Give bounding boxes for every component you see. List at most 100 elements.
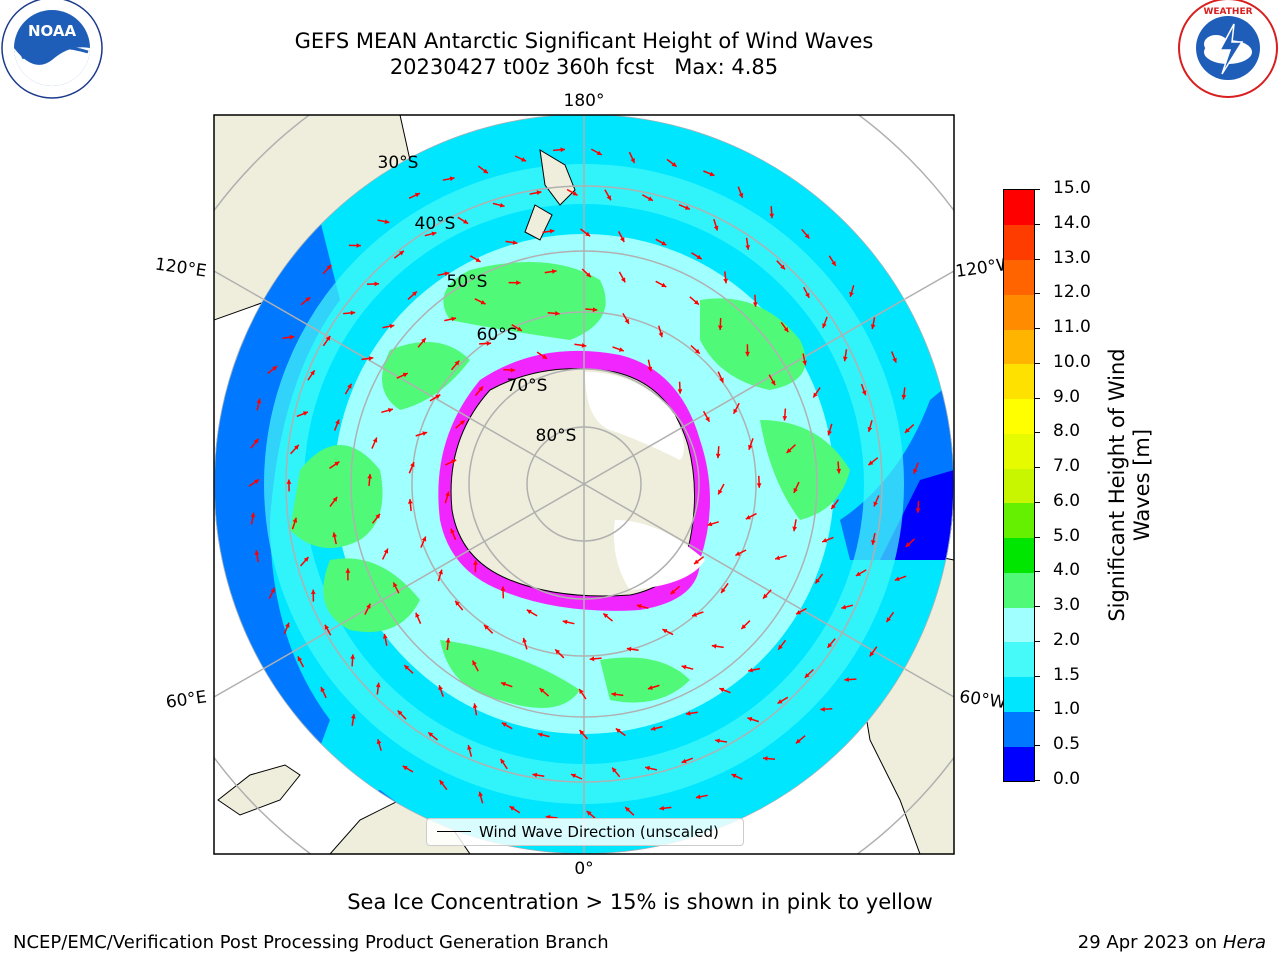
wave-direction-arrow-head	[397, 710, 403, 716]
wave-direction-arrow-head	[783, 327, 789, 332]
wave-direction-arrow-head	[611, 692, 616, 697]
wave-direction-arrow-head	[793, 487, 798, 493]
colorbar	[1003, 189, 1035, 782]
wave-direction-arrow-head	[796, 610, 801, 615]
madagascar-land	[217, 764, 301, 816]
wave-direction-arrow-head	[463, 219, 469, 224]
colorbar-tick-label: 14.0	[1053, 212, 1091, 233]
wave-direction-arrow-head	[272, 366, 278, 371]
wave-direction-arrow-head	[421, 536, 427, 542]
wave-direction-arrow-head	[586, 272, 591, 278]
wave-direction-arrow-head	[618, 347, 624, 352]
wave-direction-arrow-head	[539, 688, 545, 693]
wave-direction-arrow-head	[579, 730, 585, 735]
wave-direction-arrow-head	[376, 739, 382, 745]
colorbar-segment	[1004, 607, 1034, 643]
wave-direction-arrow-head	[624, 318, 629, 324]
legend-label: Wind Wave Direction (unscaled)	[479, 823, 719, 841]
wave-direction-arrow-head	[297, 656, 303, 662]
wave-direction-arrow-head	[696, 254, 702, 260]
colorbar-tick-label: 0.0	[1053, 769, 1081, 789]
colorbar-segment	[1004, 572, 1034, 608]
wave-direction-arrow-head	[770, 380, 776, 386]
wave-direction-arrow-head	[763, 756, 768, 761]
colorbar-tick-label: 11.0	[1053, 317, 1091, 338]
wave-direction-arrow-head	[332, 532, 337, 538]
wave-direction-arrow-head	[692, 612, 697, 617]
wave-direction-arrow-head	[305, 297, 311, 302]
wave-direction-arrow-head	[870, 324, 876, 330]
wave-direction-arrow-head	[786, 448, 792, 453]
wave-direction-arrow-head	[414, 192, 420, 198]
wave-direction-arrow-head	[472, 660, 477, 666]
wave-direction-arrow-head	[384, 219, 390, 224]
wave-direction-arrow-head	[589, 656, 595, 662]
wave-direction-arrow-head	[694, 300, 699, 305]
wave-direction-arrow-head	[383, 548, 389, 554]
colorbar-segment	[1004, 224, 1034, 260]
wave-direction-arrow-head	[509, 806, 515, 811]
colorbar-tick-mark	[1034, 780, 1040, 781]
wave-direction-arrow-head	[661, 282, 667, 287]
wave-direction-arrow-head	[841, 604, 847, 610]
wave-direction-arrow-head	[612, 767, 617, 773]
colorbar-tick-label: 2.0	[1053, 629, 1081, 650]
wave-direction-arrow-head	[345, 568, 351, 573]
wave-direction-arrow-head	[438, 685, 443, 691]
wave-direction-arrow-head	[748, 667, 753, 673]
wave-direction-arrow-head	[645, 765, 650, 771]
wave-direction-arrow-head	[459, 420, 465, 425]
wave-direction-arrow-head	[351, 714, 356, 719]
wave-direction-arrow-head	[389, 323, 395, 329]
wave-direction-arrow-head	[647, 196, 653, 201]
wave-direction-arrow-head	[606, 195, 611, 201]
wave-direction-arrow-head	[480, 300, 486, 305]
wave-direction-arrow-head	[855, 571, 861, 576]
wave-direction-arrow-head	[499, 202, 505, 208]
wave-direction-arrow-head	[630, 158, 635, 163]
wave-direction-arrow-head	[625, 807, 630, 812]
wave-direction-arrow-head	[431, 231, 437, 237]
wave-direction-arrow-head	[842, 356, 848, 362]
wave-direction-arrow-head	[347, 383, 352, 389]
wave-direction-arrow-head	[756, 483, 762, 488]
sea-ice-caption: Sea Ice Concentration > 15% is shown in …	[347, 890, 933, 914]
wave-direction-arrow-head	[445, 638, 451, 643]
wave-direction-arrow-head	[805, 292, 810, 298]
wave-direction-arrow-head	[615, 728, 621, 733]
colorbar-tick-mark	[1034, 606, 1040, 608]
wave-direction-arrow-head	[501, 681, 506, 687]
colorbar-tick-mark	[1034, 710, 1040, 712]
wave-direction-arrow-head	[894, 576, 900, 581]
wave-direction-arrow-head	[752, 302, 758, 307]
wave-direction-arrow-head	[478, 791, 483, 797]
wave-direction-arrow-head	[792, 526, 798, 532]
wave-direction-arrow-head	[719, 377, 724, 383]
wave-direction-arrow-head	[802, 360, 807, 366]
wave-direction-arrow-head	[484, 624, 489, 630]
wave-direction-arrow-head	[735, 551, 741, 556]
lon-label-180: 180°	[564, 91, 605, 111]
colorbar-tick-label: 5.0	[1053, 525, 1081, 546]
wave-direction-arrow-head	[303, 411, 308, 416]
wave-direction-arrow-head	[455, 600, 460, 606]
wave-direction-arrow-head	[717, 325, 723, 330]
wave-direction-arrow-head	[780, 264, 785, 270]
wave-direction-arrow-head	[270, 587, 275, 593]
wave-direction-arrow-head	[254, 550, 260, 555]
lat-label-40s: 40°S	[415, 214, 456, 234]
wave-direction-arrow-head	[285, 622, 290, 628]
wave-direction-arrow-head	[901, 394, 907, 400]
wave-direction-arrow-head	[486, 341, 492, 346]
wave-direction-arrow-head	[684, 205, 690, 210]
nws-logo: WEATHER	[1178, 0, 1278, 98]
wave-direction-arrow-head	[778, 644, 783, 650]
wave-direction-arrow-head	[723, 278, 728, 284]
wave-direction-arrow-head	[516, 280, 521, 286]
wave-direction-arrow-head	[795, 738, 801, 744]
footer-branch: NCEP/EMC/Verification Post Processing Pr…	[13, 932, 609, 953]
colorbar-tick-label: 15.0	[1053, 178, 1091, 198]
wave-direction-arrow-head	[603, 613, 609, 618]
wave-direction-arrow-head	[647, 685, 653, 690]
chart-subtitle: 20230427 t00z 360h fcst Max: 4.85	[389, 55, 779, 79]
